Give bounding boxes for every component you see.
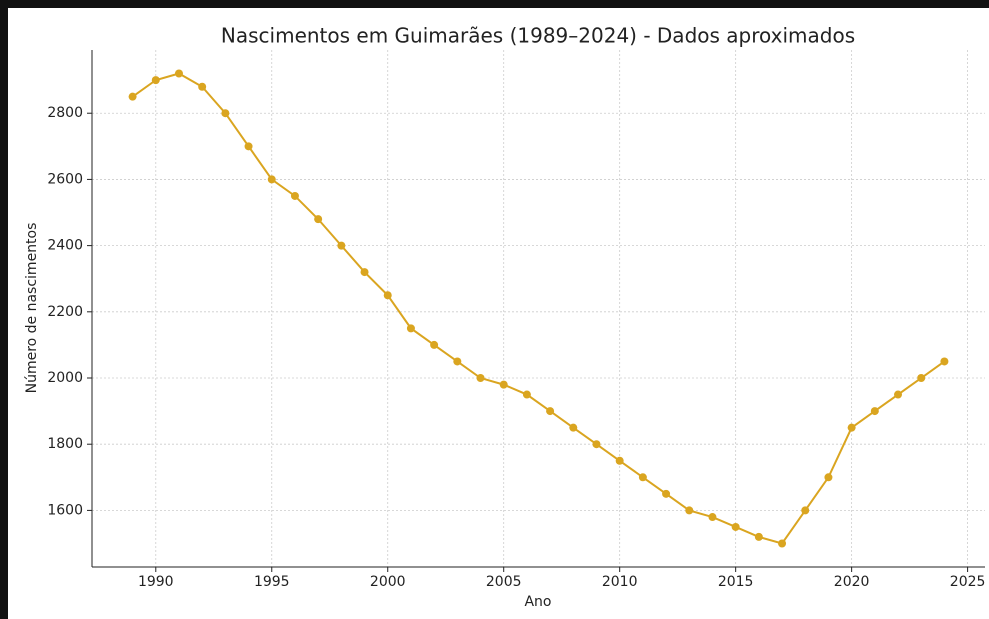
- y-tick-label: 2600: [47, 171, 83, 187]
- data-point: [824, 473, 833, 482]
- x-tick-label: 2020: [834, 574, 870, 590]
- y-tick-label: 2400: [47, 238, 83, 254]
- data-point: [499, 380, 508, 389]
- data-point: [778, 539, 787, 548]
- x-tick-label: 2025: [950, 574, 986, 590]
- data-point: [383, 291, 392, 300]
- x-tick-label: 2000: [370, 574, 406, 590]
- data-point: [801, 506, 810, 515]
- data-point: [685, 506, 694, 515]
- data-point: [847, 423, 856, 432]
- data-point: [337, 241, 346, 250]
- y-tick-label: 1800: [47, 436, 83, 452]
- data-point: [754, 532, 763, 541]
- x-tick-label: 1990: [138, 574, 174, 590]
- data-point: [638, 473, 647, 482]
- data-point: [917, 374, 926, 383]
- data-point: [360, 268, 369, 277]
- data-point: [151, 76, 160, 85]
- data-point: [314, 215, 323, 224]
- data-point: [522, 390, 531, 399]
- data-point: [453, 357, 462, 366]
- data-point: [406, 324, 415, 333]
- x-tick-label: 2015: [718, 574, 754, 590]
- data-point: [894, 390, 903, 399]
- y-tick-label: 2200: [47, 304, 83, 320]
- data-point: [592, 440, 601, 449]
- x-tick-label: 1995: [254, 574, 290, 590]
- data-line: [132, 72, 945, 545]
- data-point: [430, 340, 439, 349]
- frame-left: [0, 0, 8, 619]
- data-point: [870, 407, 879, 416]
- data-point: [569, 423, 578, 432]
- data-point: [244, 142, 253, 151]
- y-tick-label: 1600: [47, 502, 83, 518]
- data-point: [267, 175, 276, 184]
- data-point: [290, 191, 299, 200]
- chart-title: Nascimentos em Guimarães (1989–2024) - D…: [221, 24, 855, 48]
- x-tick-label: 2005: [486, 574, 522, 590]
- data-point: [708, 513, 717, 522]
- x-tick-label: 2010: [602, 574, 638, 590]
- y-tick-label: 2800: [47, 105, 83, 121]
- frame-top: [0, 0, 989, 8]
- y-tick-label: 2000: [47, 370, 83, 386]
- data-point: [731, 522, 740, 531]
- x-axis-label: Ano: [524, 594, 551, 610]
- data-point: [615, 456, 624, 465]
- data-point: [198, 82, 207, 91]
- data-point: [128, 92, 137, 101]
- data-point: [221, 109, 230, 118]
- data-point: [940, 357, 949, 366]
- y-axis-label: Número de nascimentos: [24, 223, 40, 394]
- data-point: [546, 407, 555, 416]
- data-point: [174, 69, 183, 78]
- data-point: [662, 489, 671, 498]
- data-point: [476, 374, 485, 383]
